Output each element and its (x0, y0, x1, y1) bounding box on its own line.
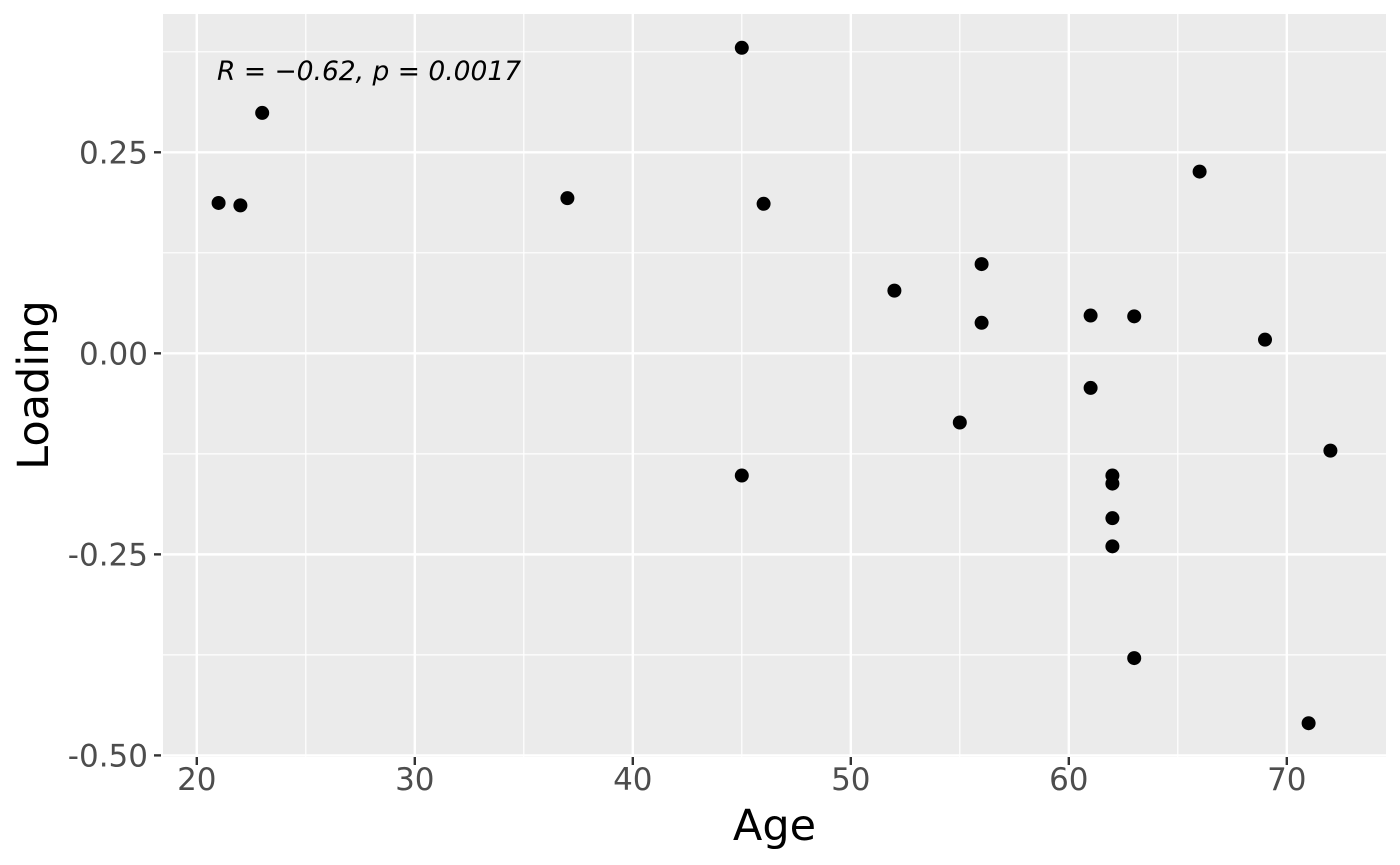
x-axis-title: Age (732, 801, 817, 851)
correlation-annotation: R = −0.62, p = 0.0017 (217, 56, 522, 87)
data-point (1301, 716, 1316, 731)
data-point (734, 40, 749, 55)
data-point (1083, 308, 1098, 323)
y-tick-label: -0.50 (68, 738, 148, 774)
x-tick-label: 40 (613, 762, 652, 798)
data-point (1127, 309, 1142, 324)
data-point (974, 315, 989, 330)
data-point (887, 283, 902, 298)
data-point (211, 195, 226, 210)
x-tick-label: 20 (177, 762, 216, 798)
y-tick-label: -0.25 (68, 537, 148, 573)
data-point (255, 105, 270, 120)
data-point (560, 191, 575, 206)
x-tick-label: 70 (1267, 762, 1306, 798)
data-point (756, 196, 771, 211)
y-axis-title: Loading (9, 300, 59, 470)
plot-panel (163, 14, 1386, 757)
data-point (952, 415, 967, 430)
y-tick-label: 0.00 (79, 336, 148, 372)
data-point (734, 468, 749, 483)
data-point (1083, 380, 1098, 395)
data-point (1258, 332, 1273, 347)
data-point (1127, 651, 1142, 666)
data-point (1105, 476, 1120, 491)
x-tick-label: 50 (831, 762, 870, 798)
data-point (974, 257, 989, 272)
x-tick-label: 30 (395, 762, 434, 798)
data-point (1105, 539, 1120, 554)
y-tick-label: 0.25 (79, 135, 148, 171)
data-point (1323, 443, 1338, 458)
data-point (1192, 164, 1207, 179)
x-tick-label: 60 (1049, 762, 1088, 798)
data-point (233, 198, 248, 213)
data-point (1105, 511, 1120, 526)
